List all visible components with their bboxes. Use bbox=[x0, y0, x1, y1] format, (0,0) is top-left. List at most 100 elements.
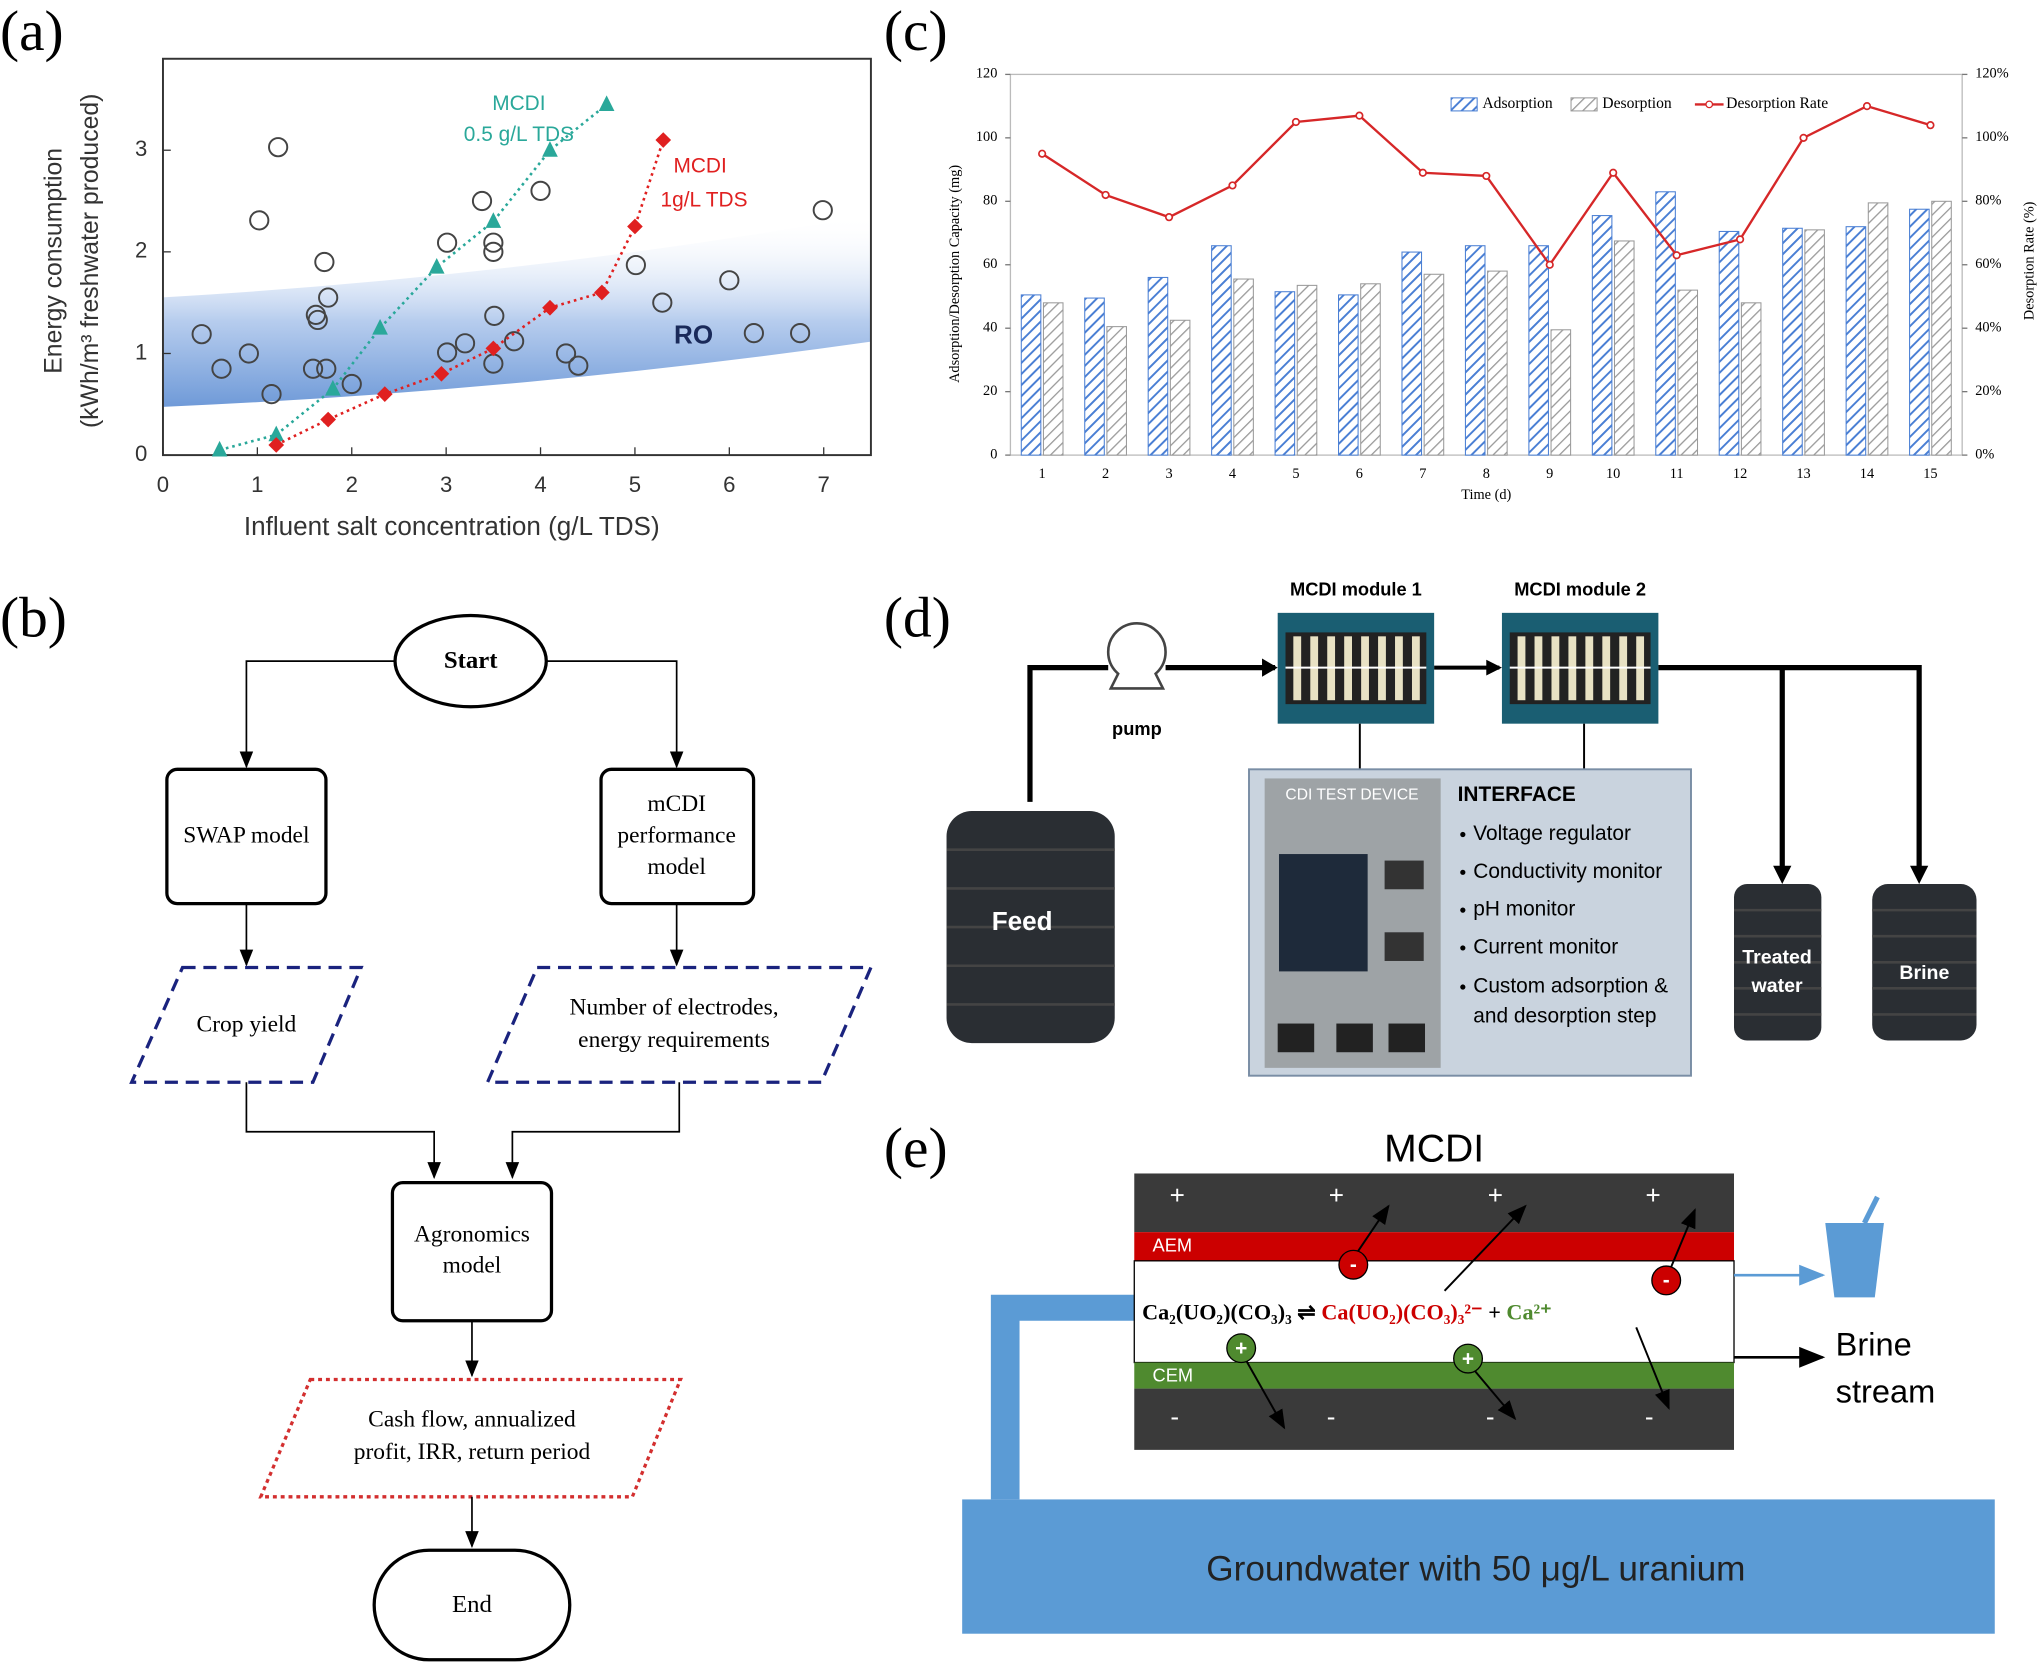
bullet bbox=[1460, 945, 1466, 951]
ro-point bbox=[719, 270, 740, 291]
arrow bbox=[505, 1082, 681, 1180]
bar bbox=[1042, 302, 1064, 456]
ro-point bbox=[812, 200, 833, 221]
ro-point bbox=[484, 305, 505, 326]
groundwater-label: Groundwater with 50 μg/L uranium bbox=[1206, 1549, 1745, 1588]
mcdi-point bbox=[594, 284, 610, 301]
arrow bbox=[239, 660, 396, 769]
ro-point bbox=[436, 342, 458, 363]
process-node bbox=[390, 1180, 554, 1323]
mcdi-point bbox=[372, 318, 388, 335]
bar bbox=[1296, 284, 1318, 456]
ro-point bbox=[743, 323, 764, 344]
ro-point bbox=[302, 358, 324, 379]
ro-point bbox=[211, 358, 232, 379]
x-tick-label: 3 bbox=[440, 472, 452, 497]
y-tick-label: 3 bbox=[135, 136, 147, 161]
aem bbox=[1134, 1232, 1735, 1261]
y2-tick-label: 60% bbox=[1975, 256, 2001, 272]
x-tick-label: 12 bbox=[1733, 466, 1747, 482]
cathode bbox=[1134, 1388, 1735, 1450]
ro-point bbox=[249, 210, 270, 231]
annotation: MCDI bbox=[492, 92, 545, 115]
process-label: mCDI bbox=[647, 791, 706, 817]
ro-point bbox=[316, 358, 337, 379]
x-tick-label: 11 bbox=[1670, 466, 1684, 482]
panel-label: (a) bbox=[0, 0, 64, 63]
ro-point bbox=[471, 190, 493, 212]
electrode-sign: + bbox=[1329, 1180, 1344, 1210]
x-tick-label: 4 bbox=[534, 472, 546, 497]
ro-point bbox=[790, 323, 811, 344]
cup bbox=[1825, 1223, 1884, 1298]
x-tick-label: 2 bbox=[1102, 466, 1109, 482]
mcdi-point bbox=[268, 425, 285, 442]
x-tick-label: 13 bbox=[1796, 466, 1810, 482]
straw bbox=[1862, 1195, 1880, 1225]
rate-point bbox=[1355, 111, 1364, 120]
start-label: Start bbox=[444, 647, 498, 674]
y-axis-label: (kWh/m³ freshwater produced) bbox=[77, 94, 104, 428]
ro-point bbox=[504, 331, 525, 352]
legend-label: Desorption Rate bbox=[1726, 95, 1828, 112]
ion-sign: - bbox=[1663, 1269, 1670, 1292]
mcdi-point bbox=[655, 132, 672, 148]
rate-point bbox=[1609, 168, 1618, 177]
y2-tick-label: 40% bbox=[1975, 320, 2001, 336]
panel-label: (d) bbox=[884, 586, 951, 649]
rate-point bbox=[1672, 251, 1681, 260]
ro-point bbox=[652, 292, 673, 313]
process-label: SWAP model bbox=[183, 822, 310, 848]
membrane-label: CEM bbox=[1153, 1365, 1194, 1386]
x-axis-label: Influent salt concentration (g/L TDS) bbox=[244, 511, 660, 541]
legend-swatch bbox=[1450, 97, 1478, 112]
data-label: profit, IRR, return period bbox=[354, 1439, 591, 1465]
x-tick-label: 1 bbox=[251, 472, 263, 497]
equation-part: Ca(UO₂)(CO₃)₃²⁻ bbox=[1321, 1299, 1482, 1324]
ro-point bbox=[191, 324, 212, 345]
electrode-sign: + bbox=[1488, 1180, 1503, 1210]
electrode-sign: - bbox=[1645, 1401, 1654, 1431]
x-tick-label: 10 bbox=[1606, 466, 1620, 482]
x-tick-label: 2 bbox=[346, 472, 358, 497]
bar bbox=[1655, 191, 1676, 456]
ion-path bbox=[1244, 1358, 1286, 1430]
interface-title: INTERFACE bbox=[1458, 783, 1576, 806]
ro-point bbox=[318, 287, 339, 308]
mcdi-point bbox=[598, 95, 615, 112]
equation-part: Ca²⁺ bbox=[1506, 1299, 1551, 1324]
data-node bbox=[129, 965, 364, 1084]
bar bbox=[1550, 329, 1572, 456]
ro-point bbox=[268, 137, 289, 158]
rate-point bbox=[1228, 181, 1237, 190]
bar bbox=[1274, 291, 1296, 456]
data-label: Crop yield bbox=[197, 1012, 297, 1038]
ion bbox=[1453, 1343, 1484, 1374]
brine-label: stream bbox=[1836, 1372, 1936, 1409]
ro-point bbox=[314, 251, 335, 273]
y2-tick-label: 0% bbox=[1975, 446, 1994, 462]
tank-label: Feed bbox=[992, 906, 1053, 936]
device-label: CDI TEST DEVICE bbox=[1285, 787, 1418, 804]
bar bbox=[1591, 215, 1613, 456]
bullet bbox=[1460, 984, 1466, 990]
equation: Ca₂(UO₂)(CO₃)₃ ⇌ Ca(UO₂)(CO₃)₃²⁻ + Ca²⁺ bbox=[1142, 1299, 1552, 1324]
electrode-sign: + bbox=[1646, 1180, 1661, 1210]
bar bbox=[1401, 251, 1423, 456]
ro-point bbox=[483, 241, 504, 262]
device-screen bbox=[1278, 854, 1368, 972]
x-tick-label: 6 bbox=[723, 472, 735, 497]
process-label: model bbox=[647, 854, 706, 880]
data-node bbox=[258, 1377, 683, 1499]
data-label: Number of electrodes, bbox=[570, 995, 779, 1021]
membrane-label: AEM bbox=[1153, 1234, 1193, 1255]
rate-point bbox=[1545, 260, 1554, 269]
ion-path bbox=[1667, 1208, 1696, 1273]
rate-point bbox=[1862, 102, 1872, 111]
y2-tick-label: 80% bbox=[1975, 193, 2001, 209]
bullet bbox=[1460, 831, 1466, 838]
device-meter bbox=[1384, 932, 1424, 961]
y-tick-label: 40 bbox=[983, 320, 997, 336]
bar bbox=[1464, 245, 1486, 456]
